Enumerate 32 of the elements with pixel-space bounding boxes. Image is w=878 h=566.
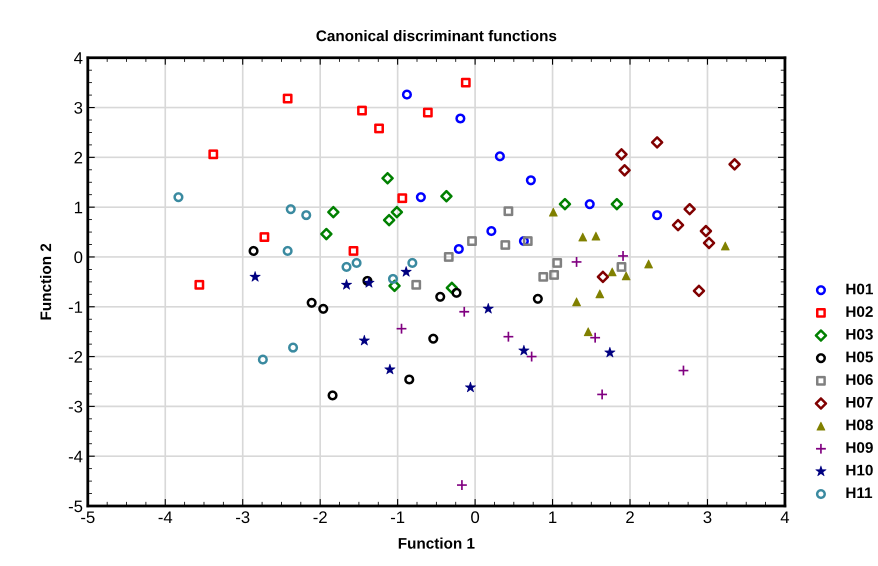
legend-label: H05 [846,352,873,362]
x-tick-label: 2 [626,511,634,523]
legend-label: H02 [846,306,873,318]
legend-label: H01 [846,284,873,294]
y-tick-label: -2 [68,350,82,363]
y-tick-label: -3 [68,400,82,413]
x-tick-label: 3 [703,511,712,524]
y-tick-label: -5 [68,500,82,512]
y-tick-label: 4 [74,52,82,64]
legend-label: H03 [846,328,873,340]
y-tick-label: -4 [68,450,82,462]
x-tick-label: 4 [780,511,790,523]
x-tick-label: 1 [549,511,556,523]
legend-label: H09 [846,442,873,453]
legend-label: H10 [846,464,873,476]
legend-label: H06 [846,374,873,385]
y-tick-label: 2 [74,152,82,164]
x-tick-label: -3 [236,511,250,524]
y-tick-label: 0 [74,251,82,264]
x-tick-label: -1 [390,511,404,523]
y-axis-title: Function 2 [40,244,52,320]
chart-title: Canonical discriminant functions [316,30,556,42]
x-axis-title: Function 1 [398,538,475,549]
y-tick-label: 1 [74,202,82,214]
legend-label: H11 [846,488,872,498]
y-tick-label: -1 [68,301,82,313]
legend-label: H07 [846,396,873,408]
x-tick-label: -4 [158,511,172,523]
legend-label: H08 [846,419,873,430]
x-tick-label: -2 [314,511,327,523]
x-tick-label: 0 [471,511,480,524]
y-tick-label: 3 [74,102,82,114]
